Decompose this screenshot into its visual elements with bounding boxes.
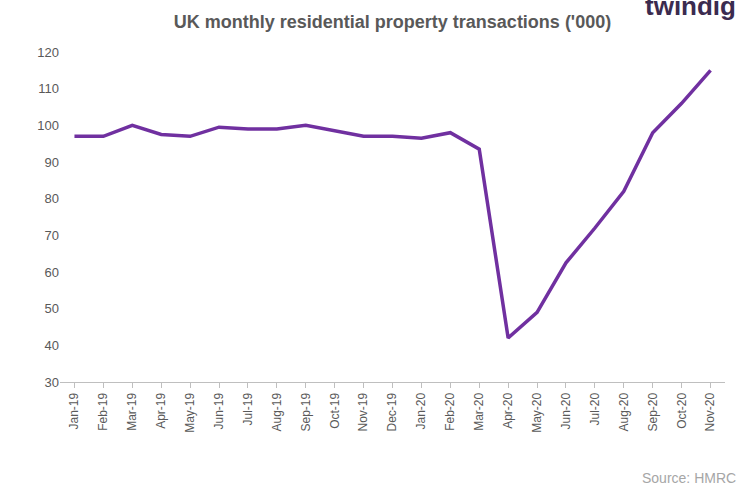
svg-text:Sep-20: Sep-20: [646, 392, 660, 431]
svg-text:50: 50: [45, 301, 59, 316]
svg-text:twindig: twindig: [645, 0, 736, 21]
svg-text:Aug-19: Aug-19: [270, 392, 284, 431]
svg-text:Jul-19: Jul-19: [241, 392, 255, 425]
svg-text:Jan-19: Jan-19: [67, 392, 81, 429]
svg-text:100: 100: [37, 118, 59, 133]
svg-text:Dec-19: Dec-19: [385, 392, 399, 431]
svg-text:Nov-20: Nov-20: [703, 392, 717, 431]
svg-text:May-19: May-19: [183, 392, 197, 432]
svg-text:70: 70: [45, 228, 59, 243]
svg-text:Jul-20: Jul-20: [588, 392, 602, 425]
svg-text:80: 80: [45, 191, 59, 206]
svg-text:Aug-20: Aug-20: [617, 392, 631, 431]
svg-text:110: 110: [38, 81, 59, 96]
svg-text:May-20: May-20: [530, 392, 544, 432]
svg-text:90: 90: [45, 155, 59, 170]
svg-text:Feb-19: Feb-19: [96, 392, 110, 430]
svg-text:60: 60: [45, 265, 59, 280]
svg-text:Oct-19: Oct-19: [328, 392, 342, 428]
svg-text:Source: HMRC: Source: HMRC: [642, 470, 736, 486]
svg-text:Apr-20: Apr-20: [501, 392, 515, 428]
svg-text:Mar-19: Mar-19: [125, 392, 139, 430]
svg-text:Nov-19: Nov-19: [356, 392, 370, 431]
svg-text:Feb-20: Feb-20: [443, 392, 457, 430]
svg-text:Apr-19: Apr-19: [154, 392, 168, 428]
svg-text:Jun-19: Jun-19: [212, 392, 226, 429]
svg-text:40: 40: [45, 338, 59, 353]
svg-text:Oct-20: Oct-20: [675, 392, 689, 428]
svg-text:Jun-20: Jun-20: [559, 392, 573, 429]
svg-text:Sep-19: Sep-19: [299, 392, 313, 431]
svg-text:Mar-20: Mar-20: [472, 392, 486, 430]
svg-text:120: 120: [37, 45, 59, 60]
svg-text:Jan-20: Jan-20: [414, 392, 428, 429]
svg-text:UK monthly residential propert: UK monthly residential property transact…: [174, 12, 611, 32]
svg-text:30: 30: [45, 375, 59, 390]
